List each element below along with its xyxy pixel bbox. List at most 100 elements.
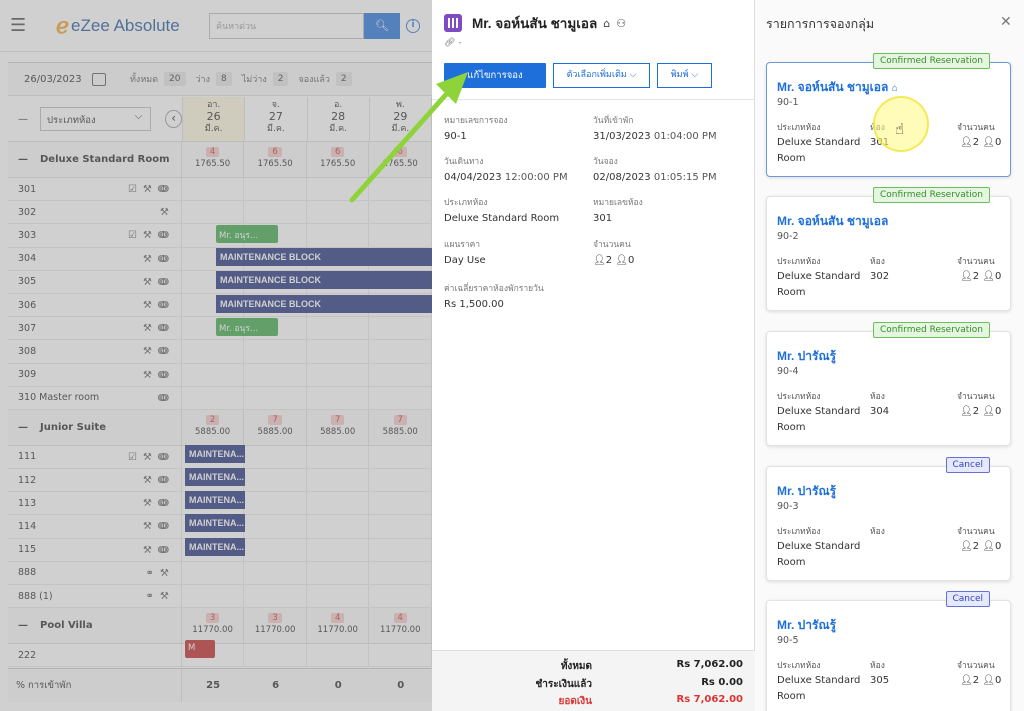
booking-bar[interactable]: M [185,640,215,658]
group-reservation-card[interactable]: Confirmed Reservation Mr. จอห์นสัน ชามูเ… [766,187,1011,311]
dirty-icon[interactable]: ↈ [157,392,169,404]
room-label[interactable]: 308 ⚒ ↈ [8,340,182,363]
group-label[interactable]: — Junior Suite [8,409,182,445]
clean-icon[interactable]: ☑ [127,451,137,463]
broom-icon[interactable]: ⚒ [142,369,152,381]
dirty-icon[interactable]: ↈ [157,253,169,265]
day-cell[interactable] [369,469,432,492]
day-cell[interactable] [307,386,370,409]
day-cell[interactable] [244,469,307,492]
group-reservation-card[interactable]: Cancel Mr. ปารัณรู้ 90-3 ประเภทห้อง ห้อง… [766,457,1011,581]
room-label[interactable]: 888 ⚭ ⚒ [8,561,182,584]
day-cell[interactable] [182,561,245,584]
broom-icon[interactable]: ⚒ [142,451,152,463]
broom-icon[interactable]: ⚒ [142,346,152,358]
day-cell[interactable] [369,561,432,584]
card-guest-name[interactable]: Mr. ปารัณรู้ [777,482,836,501]
room-label[interactable]: 115 ⚒ ↈ [8,538,182,561]
day-cell[interactable] [307,445,370,469]
day-cell[interactable] [244,515,307,538]
info-icon[interactable]: i [406,19,420,33]
dirty-icon[interactable]: ↈ [157,369,169,381]
group-reservation-card[interactable]: Confirmed Reservation Mr. ปารัณรู้ 90-4 … [766,322,1011,446]
maintenance-block[interactable]: MAINTENANCE BLOCK [216,248,432,266]
current-date[interactable]: 26/03/2023 [24,73,82,85]
card-guest-name[interactable]: Mr. ปารัณรู้ [777,347,836,366]
broom-icon[interactable]: ⚒ [142,323,152,335]
day-cell[interactable] [244,363,307,386]
day-cell[interactable] [244,317,307,340]
day-cell[interactable] [244,644,307,667]
group-reservation-card[interactable]: Cancel Mr. ปารัณรู้ 90-5 ประเภทห้อง ห้อง… [766,591,1011,711]
broom-icon[interactable]: ⚒ [142,299,152,311]
broom-icon[interactable]: ⚒ [142,475,152,487]
broom-icon[interactable]: ⚒ [142,276,152,288]
day-cell[interactable] [244,585,307,608]
day-cell[interactable] [182,585,245,608]
day-cell[interactable] [307,224,370,247]
day-cell[interactable] [369,363,432,386]
day-cell[interactable] [307,340,370,363]
link-icon[interactable]: ⚭ [145,591,154,602]
room-label[interactable]: 113 ⚒ ↈ [8,492,182,515]
dirty-icon[interactable]: ↈ [157,230,169,242]
day-cell[interactable] [244,201,307,224]
broom-icon[interactable]: ⚒ [142,521,152,533]
dirty-icon[interactable]: ↈ [157,276,169,288]
room-label[interactable]: 302 ⚒ [8,201,182,224]
room-label[interactable]: 222 [8,644,182,667]
day-cell[interactable] [182,178,245,201]
day-cell[interactable] [307,585,370,608]
room-label[interactable]: 306 ⚒ ↈ [8,293,182,317]
edit-reservation-button[interactable]: แก้ไขการจอง [444,63,546,88]
day-cell[interactable] [182,644,245,667]
broom-icon[interactable]: ⚒ [142,184,152,195]
booking-bar[interactable]: Mr. อนุร... [216,225,278,243]
day-cell[interactable] [369,317,432,340]
modal-overlay[interactable] [0,0,432,711]
dirty-icon[interactable]: ↈ [157,346,169,358]
day-cell[interactable] [307,317,370,340]
maintenance-block[interactable]: MAINTENA... [185,514,245,532]
room-label[interactable]: 112 ⚒ ↈ [8,469,182,492]
day-cell[interactable] [369,515,432,538]
day-cell[interactable] [182,340,245,363]
day-cell[interactable] [244,561,307,584]
day-cell[interactable] [369,585,432,608]
dirty-icon[interactable]: ↈ [157,544,169,556]
room-label[interactable]: 301 ☑ ⚒ ↈ [8,178,182,201]
broom-icon[interactable]: ⚒ [142,498,152,510]
maintenance-block[interactable]: MAINTENANCE BLOCK [216,271,432,289]
print-button[interactable]: พิมพ์ ⌵ [657,63,712,88]
dirty-icon[interactable]: ↈ [157,299,169,311]
booking-bar[interactable]: Mr. อนุร... [216,318,278,336]
calendar-icon[interactable] [92,72,106,86]
day-cell[interactable] [369,492,432,515]
maintenance-block[interactable]: MAINTENA... [185,468,245,486]
day-cell[interactable] [307,515,370,538]
menu-icon[interactable]: ☰ [10,15,27,36]
day-cell[interactable] [307,644,370,667]
day-cell[interactable] [244,538,307,561]
day-cell[interactable] [307,469,370,492]
room-label[interactable]: 111 ☑ ⚒ ↈ [8,445,182,469]
day-cell[interactable] [369,224,432,247]
dirty-icon[interactable]: ↈ [157,521,169,533]
day-cell[interactable] [307,561,370,584]
day-cell[interactable] [369,538,432,561]
room-label[interactable]: 310 Master room ↈ [8,386,182,409]
dirty-icon[interactable]: ↈ [157,184,169,195]
day-cell[interactable] [307,363,370,386]
broom-icon[interactable]: ⚒ [159,207,169,219]
prev-date-button[interactable]: ‹ [165,110,182,128]
clean-icon[interactable]: ☑ [127,230,137,242]
day-cell[interactable] [307,538,370,561]
dirty-icon[interactable]: ↈ [157,498,169,510]
room-label[interactable]: 303 ☑ ⚒ ↈ [8,224,182,247]
day-cell[interactable] [369,445,432,469]
day-cell[interactable] [369,386,432,409]
roomtype-select[interactable]: ประเภทห้อง [40,107,152,131]
maintenance-block[interactable]: MAINTENA... [185,445,245,463]
day-cell[interactable] [307,201,370,224]
day-cell[interactable] [369,644,432,667]
